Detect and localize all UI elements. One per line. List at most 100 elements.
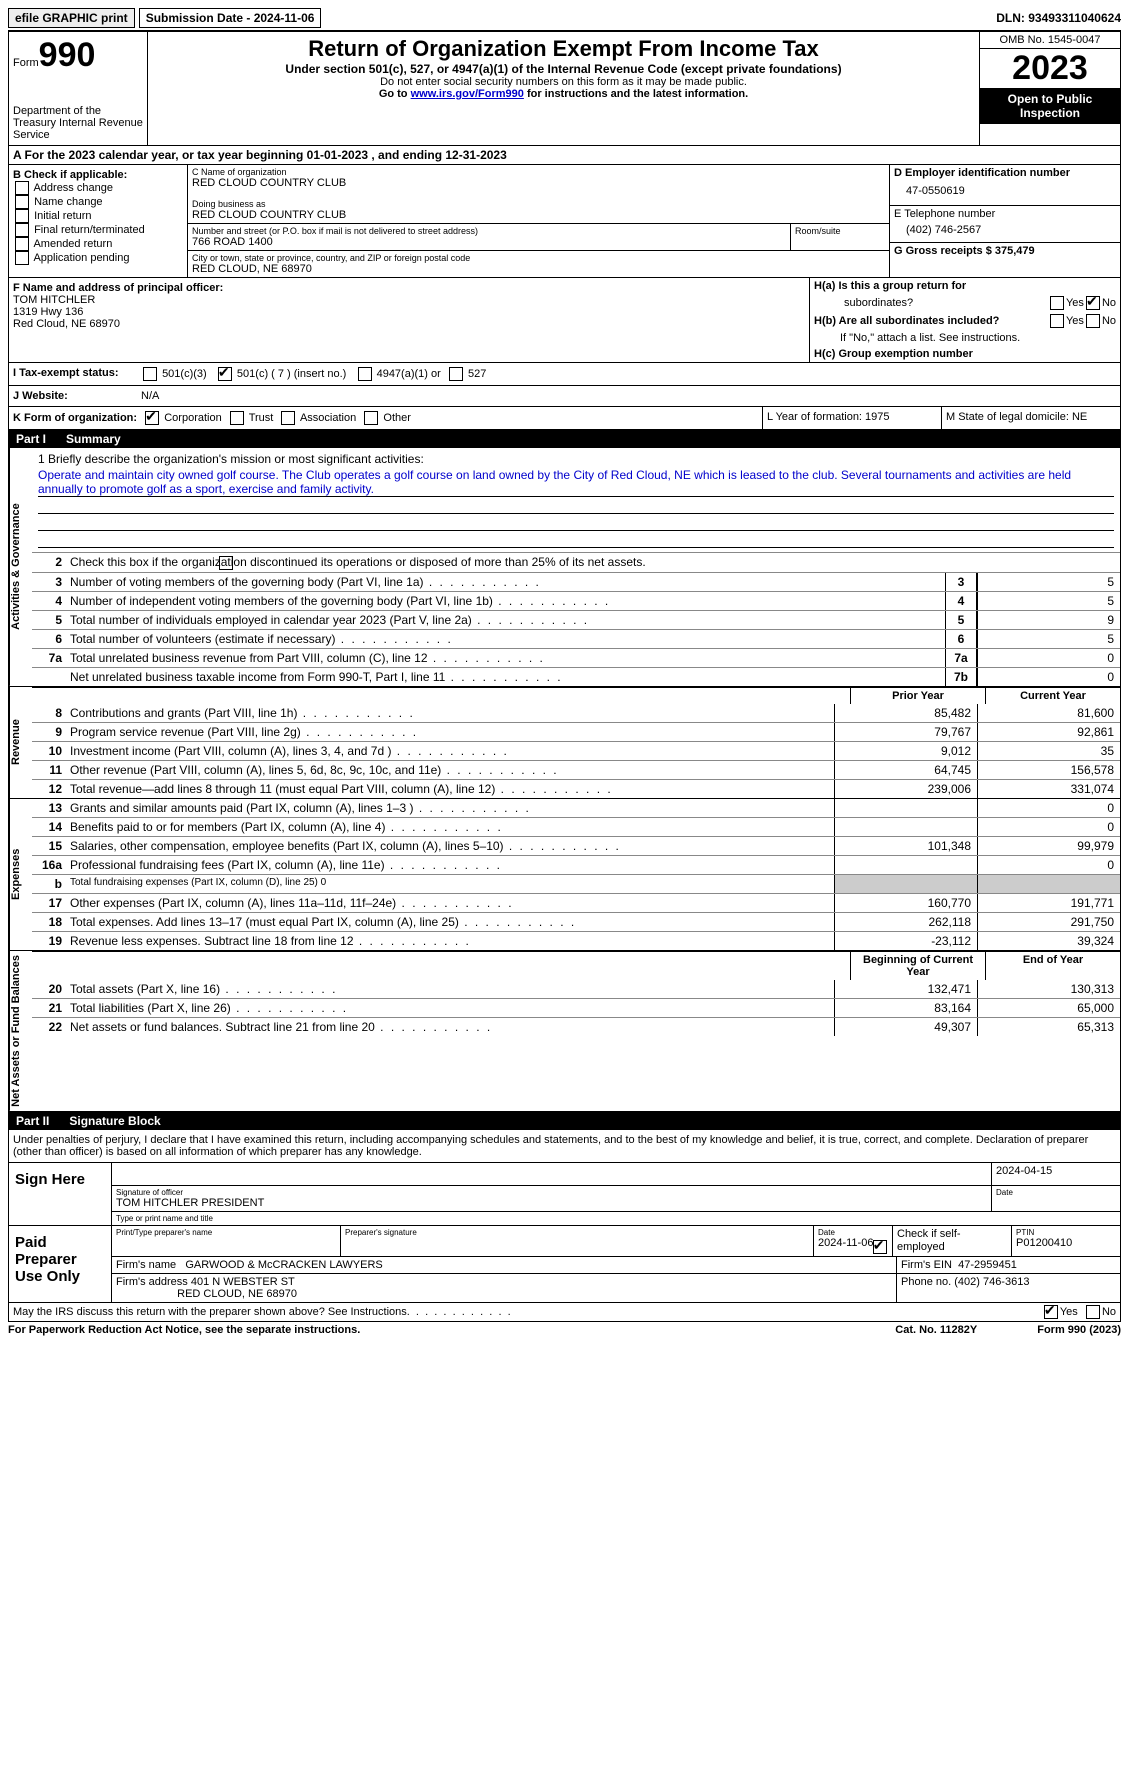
table-row: 14Benefits paid to or for members (Part …	[32, 817, 1120, 836]
officer-ha-block: F Name and address of principal officer:…	[8, 278, 1121, 363]
501c-label: 501(c) ( 7 ) (insert no.)	[237, 368, 346, 380]
address-change-label: Address change	[33, 182, 113, 194]
4947-label: 4947(a)(1) or	[377, 368, 441, 380]
501c-checkbox[interactable]	[218, 367, 232, 381]
prep-phone-label: Phone no.	[901, 1276, 951, 1288]
final-return-label: Final return/terminated	[34, 224, 145, 236]
line4-val: 5	[977, 592, 1120, 610]
501c3-checkbox[interactable]	[143, 367, 157, 381]
initial-return-checkbox[interactable]	[15, 209, 29, 223]
goto-pre: Go to	[379, 88, 411, 100]
table-row: 11Other revenue (Part VIII, column (A), …	[32, 760, 1120, 779]
discuss-no-checkbox[interactable]	[1086, 1305, 1100, 1319]
hb-yes-label: Yes	[1066, 315, 1084, 327]
city-value: RED CLOUD, NE 68970	[192, 263, 885, 275]
end-year-header: End of Year	[985, 952, 1120, 980]
vtab-expenses: Expenses	[9, 799, 32, 950]
hc-label: H(c) Group exemption number	[810, 346, 1120, 362]
form-ref: Form 990 (2023)	[1037, 1324, 1121, 1336]
expenses-section: Expenses 13Grants and similar amounts pa…	[8, 799, 1121, 951]
line6-desc: Total number of volunteers (estimate if …	[66, 630, 945, 648]
dln-number: DLN: 93493311040624	[996, 11, 1121, 25]
k-l-m-row: K Form of organization: Corporation Trus…	[8, 407, 1121, 430]
ha-yes-checkbox[interactable]	[1050, 296, 1064, 310]
paid-preparer-label: Paid Preparer Use Only	[9, 1226, 112, 1302]
sig-officer-label: Signature of officer	[116, 1188, 987, 1197]
l-year-formation: L Year of formation: 1975	[762, 407, 941, 429]
col-b-heading: B Check if applicable:	[13, 169, 183, 181]
part2-header: Part II Signature Block	[8, 1112, 1121, 1130]
table-row: 10Investment income (Part VIII, column (…	[32, 741, 1120, 760]
amended-return-checkbox[interactable]	[15, 237, 29, 251]
hb-yes-checkbox[interactable]	[1050, 314, 1064, 328]
phone-value: (402) 746-2567	[894, 220, 1116, 240]
table-row: 12Total revenue—add lines 8 through 11 (…	[32, 779, 1120, 798]
paid-preparer-block: Paid Preparer Use Only Print/Type prepar…	[8, 1226, 1121, 1303]
self-employed-checkbox[interactable]	[873, 1240, 887, 1254]
corp-checkbox[interactable]	[145, 411, 159, 425]
firm-ein: 47-2959451	[958, 1259, 1017, 1271]
table-row: 21Total liabilities (Part X, line 26)83,…	[32, 998, 1120, 1017]
footer-final: For Paperwork Reduction Act Notice, see …	[8, 1322, 1121, 1336]
4947-checkbox[interactable]	[358, 367, 372, 381]
revenue-section: Revenue Prior YearCurrent Year 8Contribu…	[8, 687, 1121, 799]
part1-num: Part I	[16, 432, 46, 446]
ha-no-checkbox[interactable]	[1086, 296, 1100, 310]
trust-checkbox[interactable]	[230, 411, 244, 425]
table-row: 17Other expenses (Part IX, column (A), l…	[32, 893, 1120, 912]
sign-here-block: Sign Here 2024-04-15 Signature of office…	[8, 1163, 1121, 1226]
table-row: 8Contributions and grants (Part VIII, li…	[32, 704, 1120, 722]
discuss-yes-label: Yes	[1060, 1306, 1078, 1318]
discuss-yes-checkbox[interactable]	[1044, 1305, 1058, 1319]
line5-desc: Total number of individuals employed in …	[66, 611, 945, 629]
website-label: J Website:	[9, 386, 137, 406]
vtab-revenue: Revenue	[9, 687, 32, 798]
officer-name: TOM HITCHLER	[13, 294, 805, 306]
prior-year-header: Prior Year	[850, 688, 985, 704]
table-row: 19Revenue less expenses. Subtract line 1…	[32, 931, 1120, 950]
vtab-netassets: Net Assets or Fund Balances	[9, 951, 32, 1111]
officer-signed: TOM HITCHLER PRESIDENT	[116, 1197, 987, 1209]
firm-ein-label: Firm's EIN	[901, 1259, 952, 1271]
hb-no-label: No	[1102, 315, 1116, 327]
col-c-org-info: C Name of organization RED CLOUD COUNTRY…	[188, 165, 890, 277]
efile-print-button[interactable]: efile GRAPHIC print	[8, 8, 135, 28]
application-pending-checkbox[interactable]	[15, 251, 29, 265]
line7b-desc: Net unrelated business taxable income fr…	[66, 668, 945, 686]
corp-label: Corporation	[164, 412, 221, 424]
527-checkbox[interactable]	[449, 367, 463, 381]
line7a-desc: Total unrelated business revenue from Pa…	[66, 649, 945, 667]
final-return-checkbox[interactable]	[15, 223, 29, 237]
discuss-row: May the IRS discuss this return with the…	[8, 1303, 1121, 1322]
ha-label: H(a) Is this a group return for	[814, 280, 1116, 292]
table-row: 16aProfessional fundraising fees (Part I…	[32, 855, 1120, 874]
address-change-checkbox[interactable]	[15, 181, 29, 195]
initial-return-label: Initial return	[34, 210, 91, 222]
part2-title: Signature Block	[69, 1114, 160, 1128]
ha-label2: subordinates?	[814, 297, 1048, 309]
table-row: bTotal fundraising expenses (Part IX, co…	[32, 874, 1120, 893]
hb-no-checkbox[interactable]	[1086, 314, 1100, 328]
city-label: City or town, state or province, country…	[192, 253, 885, 263]
name-change-checkbox[interactable]	[15, 195, 29, 209]
street-value: 766 ROAD 1400	[192, 236, 786, 248]
goto-post: for instructions and the latest informat…	[524, 88, 748, 100]
other-checkbox[interactable]	[364, 411, 378, 425]
assoc-checkbox[interactable]	[281, 411, 295, 425]
hb-note: If "No," attach a list. See instructions…	[810, 330, 1120, 346]
section-b-c-d: B Check if applicable: Address change Na…	[8, 165, 1121, 278]
activities-governance: Activities & Governance 1 Briefly descri…	[8, 448, 1121, 687]
ptin-value: P01200410	[1016, 1237, 1116, 1249]
k-label: K Form of organization:	[13, 412, 137, 424]
m-state-domicile: M State of legal domicile: NE	[941, 407, 1120, 429]
part2-num: Part II	[16, 1114, 49, 1128]
line2-checkbox[interactable]	[219, 556, 233, 570]
line6-val: 5	[977, 630, 1120, 648]
prep-date-label: Date	[818, 1228, 888, 1237]
street-label: Number and street (or P.O. box if mail i…	[192, 226, 786, 236]
irs-link[interactable]: www.irs.gov/Form990	[411, 88, 524, 100]
prep-phone: (402) 746-3613	[954, 1276, 1029, 1288]
ptin-label: PTIN	[1016, 1228, 1116, 1237]
col-d-right: D Employer identification number 47-0550…	[890, 165, 1120, 277]
firm-addr2: RED CLOUD, NE 68970	[177, 1288, 297, 1300]
